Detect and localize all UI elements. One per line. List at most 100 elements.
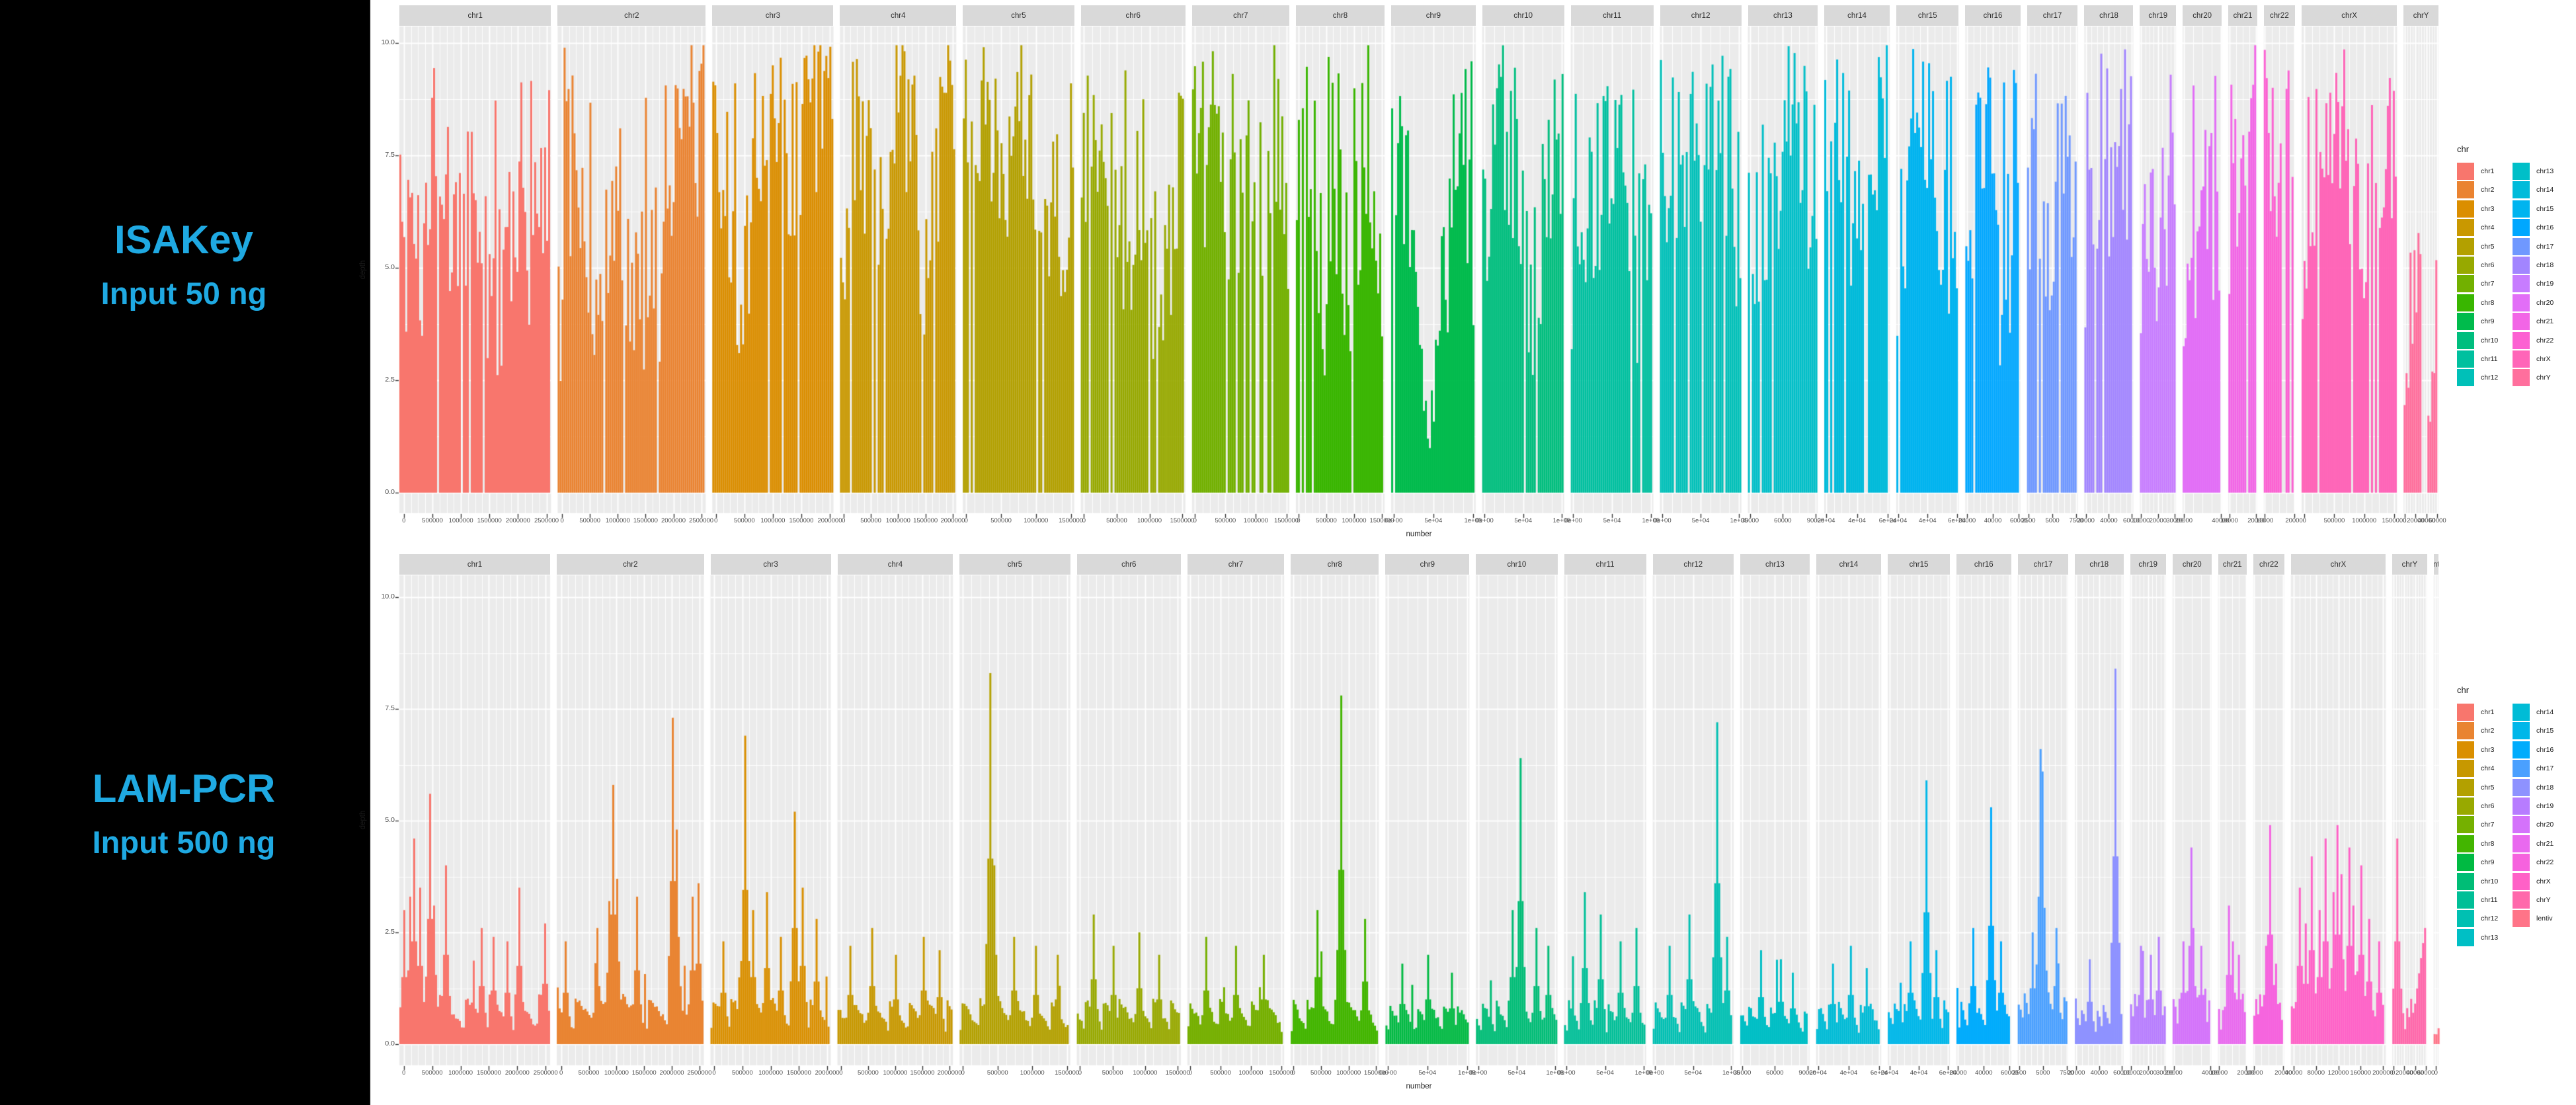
x-tick-label: 10000 <box>2122 1069 2140 1077</box>
legend-label-chr17: chr17 <box>2536 764 2554 773</box>
legend-swatch-chr10 <box>2457 872 2474 890</box>
legend-swatch-chr2 <box>2457 722 2474 740</box>
x-tick-label: 60000 <box>2429 517 2446 524</box>
legend-swatch-chr9 <box>2457 313 2474 331</box>
x-tick-label: 500000 <box>1102 1069 1123 1077</box>
legend-swatch-chr2 <box>2457 181 2474 199</box>
legend-label-chr2: chr2 <box>2481 186 2495 194</box>
legend-label-chr6: chr6 <box>2481 261 2495 269</box>
x-tick-label: 1e+05 <box>1730 517 1748 524</box>
x-tick-label: 20000 <box>1949 1069 1967 1077</box>
x-tick-label: 1e+05 <box>1458 1069 1476 1077</box>
x-tick-label: 1e+05 <box>1722 1069 1740 1077</box>
x-tick-label: 1e+05 <box>1642 517 1660 524</box>
facet-strip-chr20: chr20 <box>2183 5 2222 26</box>
legend-swatch-chr18 <box>2513 257 2530 274</box>
legend-label-chr22: chr22 <box>2536 858 2554 867</box>
x-tick-label: 2500000 <box>687 1069 712 1077</box>
x-tick-label: 60000 <box>2113 1069 2131 1077</box>
facet-strip-chr7: chr7 <box>1187 554 1285 575</box>
x-tick-label: 20000 <box>2165 1069 2183 1077</box>
y-tick-label: 2.5 <box>385 376 395 384</box>
x-tick-label: 200000 <box>2372 1069 2394 1077</box>
legend-label-chr18: chr18 <box>2536 783 2554 792</box>
x-tick-label: 2500 <box>2021 517 2036 524</box>
facet-strip-chr4: chr4 <box>837 554 953 575</box>
facet-strip-chr1: chr1 <box>399 554 551 575</box>
x-tick-label: 5e+04 <box>1424 517 1443 524</box>
x-tick-label: 500000 <box>579 517 601 524</box>
facet-strip-chr19: chr19 <box>2130 554 2166 575</box>
x-tick-label: 2000000 <box>817 517 842 524</box>
facet-strip-chr16: chr16 <box>1965 5 2021 26</box>
legend-label-chr11: chr11 <box>2481 896 2498 904</box>
facet-strip-chr5: chr5 <box>959 554 1070 575</box>
x-tick-label: 0 <box>402 517 406 524</box>
x-tick-label: 1000000 <box>605 517 630 524</box>
legend-label-chr21: chr21 <box>2536 317 2554 326</box>
x-tick-label: 20000 <box>1958 517 1976 524</box>
legend-swatch-chr6 <box>2457 257 2474 274</box>
legend-swatch-chr4 <box>2457 760 2474 778</box>
legend-label-chr9: chr9 <box>2481 858 2495 867</box>
x-tick-label: 2e+04 <box>1817 517 1835 524</box>
y-tick-label: 7.5 <box>385 151 395 159</box>
method-input-lampcr: Input 500 ng <box>92 825 276 860</box>
facet-strip-chr13: chr13 <box>1748 5 1818 26</box>
facet-strip-chr22: chr22 <box>2263 5 2295 26</box>
facet-strip-chr11: chr11 <box>1570 5 1654 26</box>
x-tick-label: 1500000 <box>2382 517 2407 524</box>
x-tick-label: 80000 <box>2307 1069 2325 1077</box>
legend-label-chr18: chr18 <box>2536 261 2554 269</box>
x-tick-label: 0e+00 <box>1379 1069 1397 1077</box>
facet-strip-chr10: chr10 <box>1476 554 1558 575</box>
legend-label-chr1: chr1 <box>2481 708 2495 716</box>
x-tick-label: 0 <box>1078 1069 1082 1077</box>
legend-label-chrY: chrY <box>2536 374 2551 382</box>
facet-strip-chr6: chr6 <box>1076 554 1181 575</box>
x-tick-label: 1000000 <box>1336 1069 1361 1077</box>
facet-strip-chr5: chr5 <box>963 5 1074 26</box>
x-tick-label: 0 <box>1082 517 1086 524</box>
x-tick-label: 1000000 <box>604 1069 629 1077</box>
facet-strip-chrY: chrY <box>2403 5 2438 26</box>
x-tick-label: 40000 <box>2284 1069 2303 1077</box>
legend-swatch-chr11 <box>2457 891 2474 909</box>
facet-strip-chr9: chr9 <box>1391 5 1476 26</box>
x-tick-label: 1500000 <box>1363 1069 1389 1077</box>
x-tick-label: 10000 <box>2210 1069 2228 1077</box>
x-tick-label: 90000 <box>1798 1069 1816 1077</box>
x-tick-label: 60000 <box>2417 1069 2435 1077</box>
x-tick-label: 1000000 <box>760 517 785 524</box>
x-tick-label: 20000 <box>2237 1069 2255 1077</box>
x-tick-label: 500000 <box>1316 517 1337 524</box>
legend-label-chr13: chr13 <box>2481 933 2499 942</box>
x-tick-label: 1500000 <box>477 517 502 524</box>
facet-strip-chr12: chr12 <box>1652 554 1734 575</box>
y-tick-label: 5.0 <box>385 816 395 824</box>
legend-label-chrX: chrX <box>2536 877 2551 885</box>
facet-strip-chr14: chr14 <box>1824 5 1890 26</box>
legend-swatch-chr13 <box>2457 928 2474 946</box>
x-tick-label: 10000 <box>2220 517 2238 524</box>
x-tick-label: 5e+04 <box>1508 1069 1526 1077</box>
x-tick-label: 500000 <box>2323 517 2345 524</box>
legend-label-chr15: chr15 <box>2536 727 2554 735</box>
x-tick-label: 2500000 <box>534 517 559 524</box>
x-tick-label: 0e+00 <box>1646 1069 1664 1077</box>
x-tick-label: 1500000 <box>913 517 938 524</box>
x-tick-label: 40000 <box>1984 517 2002 524</box>
facet-strip-chr18: chr18 <box>2084 5 2134 26</box>
legend-swatch-chr17 <box>2513 237 2530 255</box>
legend-swatch-lentiv <box>2513 910 2530 928</box>
x-tick-label: 20000 <box>2285 517 2303 524</box>
method-title-isakey: ISAKey <box>114 218 254 262</box>
x-tick-label: 1500000 <box>476 1069 501 1077</box>
x-tick-label: 0 <box>712 1069 716 1077</box>
x-tick-label: 0e+00 <box>1564 517 1582 524</box>
x-tick-label: 1500000 <box>1059 517 1084 524</box>
x-tick-label: 0 <box>1297 517 1301 524</box>
